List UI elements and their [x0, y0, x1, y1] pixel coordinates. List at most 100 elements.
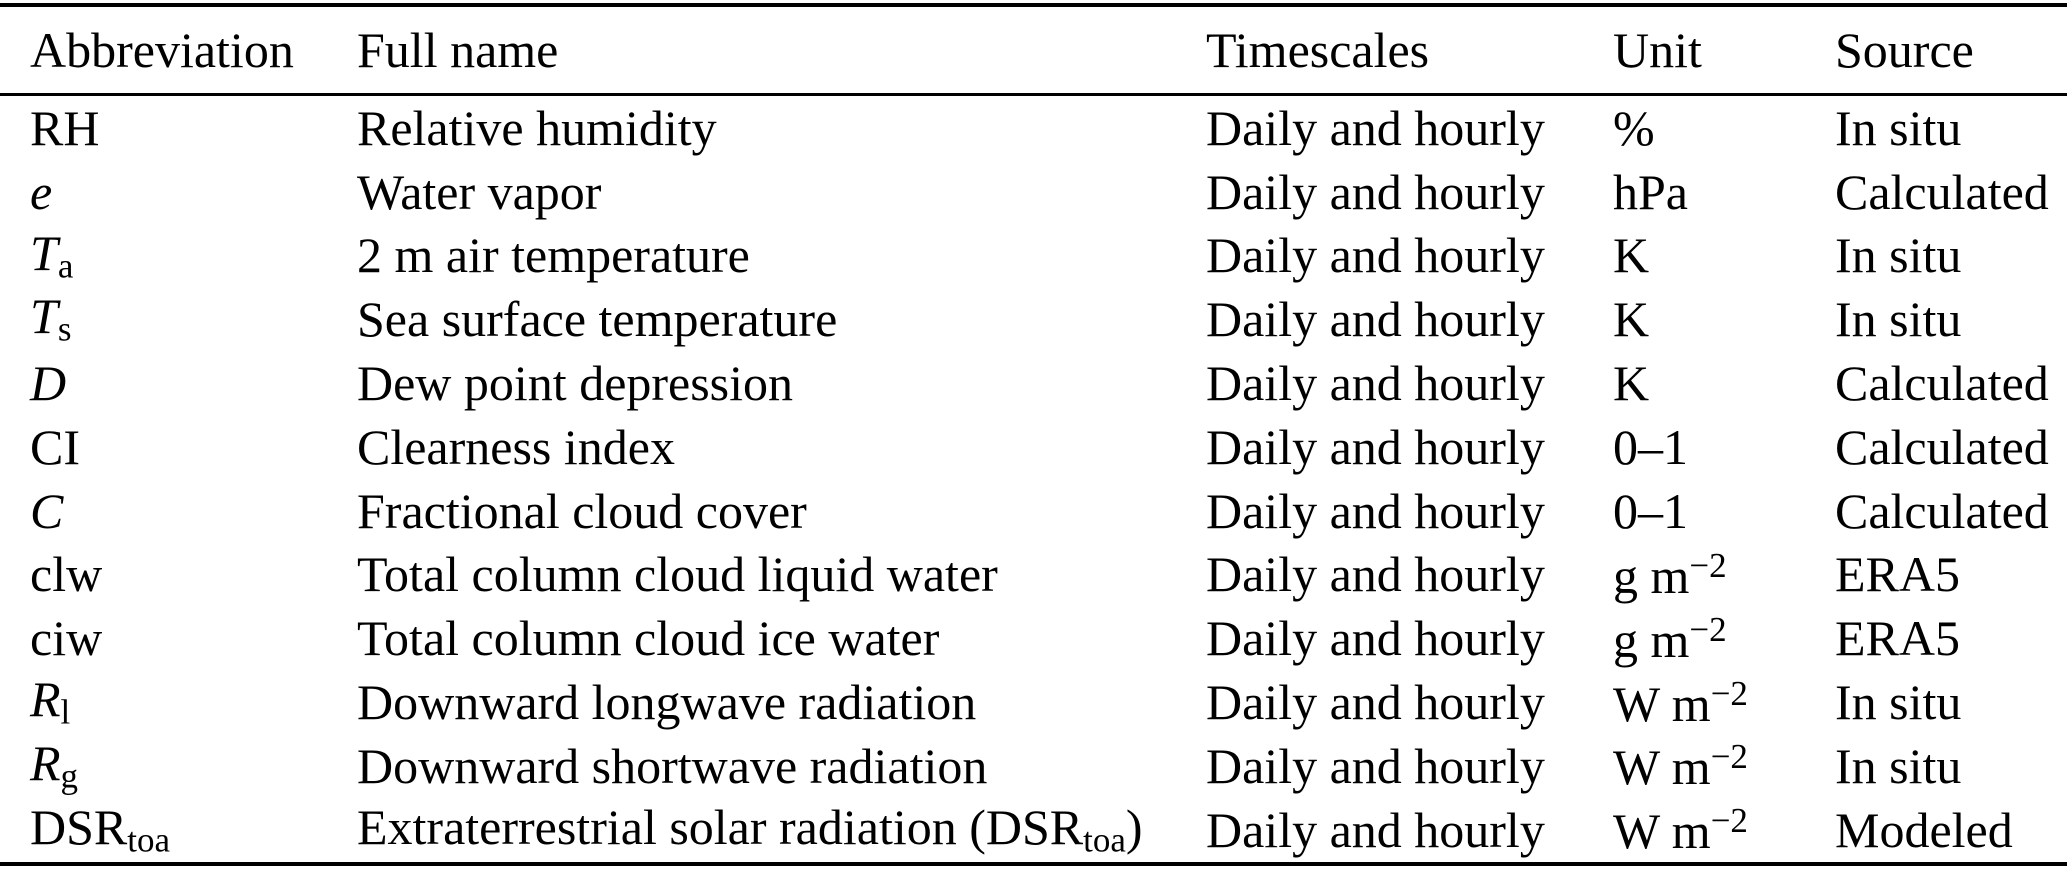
cell-unit: hPa [1613, 160, 1835, 224]
cell-timescales: Daily and hourly [1206, 355, 1545, 412]
cell-full-name: 2 m air temperature [357, 227, 750, 284]
cell-abbreviation: Rl [0, 670, 357, 734]
text-segment: toa [127, 820, 171, 860]
cell-timescales: Daily and hourly [1206, 227, 1545, 284]
text-segment: −2 [1710, 801, 1748, 841]
text-segment: −2 [1710, 673, 1748, 713]
table-row: e Water vapor Daily and hourly hPa Calcu… [0, 160, 2067, 224]
cell-timescales: Daily and hourly [1206, 163, 1545, 220]
text-segment: K [1613, 355, 1650, 412]
cell-unit: 0–1 [1613, 415, 1835, 479]
table-row: clw Total column cloud liquid water Dail… [0, 543, 2067, 607]
cell-unit: K [1613, 287, 1835, 351]
cell-full-name: Downward longwave radiation [357, 674, 977, 731]
text-segment: s [57, 310, 72, 350]
col-header-unit: Unit [1613, 5, 1835, 96]
cell-unit: W m−2 [1613, 798, 1835, 864]
table-row: Ta 2 m air temperature Daily and hourly … [0, 224, 2067, 288]
cell-source: In situ [1835, 291, 1962, 348]
text-segment: % [1613, 99, 1655, 156]
text-segment: ) [1125, 798, 1143, 855]
cell-abbreviation: CI [0, 415, 357, 479]
cell-source: ERA5 [1835, 610, 1960, 667]
cell-abbreviation: clw [0, 543, 357, 607]
text-segment: −2 [1689, 609, 1727, 649]
cell-full-name: Total column cloud liquid water [357, 546, 998, 603]
cell-timescales: Daily and hourly [1206, 801, 1545, 858]
cell-timescales: Daily and hourly [1206, 737, 1545, 794]
cell-timescales: Daily and hourly [1206, 674, 1545, 731]
cell-source: Calculated [1835, 163, 2049, 220]
cell-unit: g m−2 [1613, 543, 1835, 607]
cell-full-name: Relative humidity [357, 99, 717, 156]
cell-source: In situ [1835, 99, 1962, 156]
cell-unit: W m−2 [1613, 734, 1835, 798]
cell-source: Modeled [1835, 801, 2013, 858]
cell-timescales: Daily and hourly [1206, 610, 1545, 667]
cell-abbreviation: D [0, 351, 357, 415]
text-segment: T [30, 224, 58, 281]
text-segment: Extraterrestrial solar radiation (DSR [357, 798, 1084, 855]
cell-full-name: Total column cloud ice water [357, 610, 940, 667]
cell-full-name: Downward shortwave radiation [357, 737, 988, 794]
table-body: RH Relative humidity Daily and hourly % … [0, 95, 2067, 864]
text-segment: RH [30, 99, 100, 156]
col-header-abbreviation: Abbreviation [0, 5, 357, 96]
text-segment: g m [1613, 547, 1690, 604]
cell-unit: W m−2 [1613, 670, 1835, 734]
text-segment: l [60, 692, 71, 732]
cell-full-name: Water vapor [357, 163, 602, 220]
cell-abbreviation: Ts [0, 287, 357, 351]
text-segment: hPa [1613, 163, 1688, 220]
text-segment: W m [1613, 803, 1711, 860]
cell-abbreviation: Rg [0, 734, 357, 798]
text-segment: g [60, 756, 79, 796]
table-row: RH Relative humidity Daily and hourly % … [0, 95, 2067, 160]
cell-full-name: Clearness index [357, 418, 675, 475]
table-row: CI Clearness index Daily and hourly 0–1 … [0, 415, 2067, 479]
cell-timescales: Daily and hourly [1206, 546, 1545, 603]
col-header-source: Source [1835, 5, 2067, 96]
cell-full-name: Extraterrestrial solar radiation (DSRtoa… [357, 798, 1206, 864]
cell-unit: 0–1 [1613, 479, 1835, 543]
text-segment: 0–1 [1613, 482, 1688, 539]
variables-table: Abbreviation Full name Timescales Unit S… [0, 3, 2067, 866]
table-header: Abbreviation Full name Timescales Unit S… [0, 5, 2067, 96]
text-segment: W m [1613, 675, 1711, 732]
cell-abbreviation: e [0, 160, 357, 224]
cell-full-name: Dew point depression [357, 355, 794, 412]
table-row: D Dew point depression Daily and hourly … [0, 351, 2067, 415]
text-segment: D [30, 355, 67, 412]
cell-source: In situ [1835, 674, 1962, 731]
cell-timescales: Daily and hourly [1206, 291, 1545, 348]
text-segment: K [1613, 227, 1650, 284]
text-segment: CI [30, 418, 80, 475]
text-segment: clw [30, 546, 103, 603]
cell-unit: % [1613, 95, 1835, 160]
col-header-timescales: Timescales [1206, 5, 1613, 96]
text-segment: g m [1613, 611, 1690, 668]
cell-timescales: Daily and hourly [1206, 482, 1545, 539]
cell-unit: g m−2 [1613, 606, 1835, 670]
cell-source: In situ [1835, 737, 1962, 794]
cell-full-name: Fractional cloud cover [357, 482, 807, 539]
text-segment: R [30, 671, 61, 728]
cell-abbreviation: DSRtoa [0, 798, 357, 864]
table-row: C Fractional cloud cover Daily and hourl… [0, 479, 2067, 543]
text-segment: toa [1083, 820, 1126, 860]
cell-source: In situ [1835, 227, 1962, 284]
table-row: Ts Sea surface temperature Daily and hou… [0, 287, 2067, 351]
cell-unit: K [1613, 351, 1835, 415]
cell-abbreviation: C [0, 479, 357, 543]
text-segment: −2 [1689, 546, 1727, 586]
cell-abbreviation: RH [0, 95, 357, 160]
text-segment: e [30, 163, 53, 220]
text-segment: DSR [30, 798, 128, 855]
cell-source: Calculated [1835, 355, 2049, 412]
cell-source: Calculated [1835, 418, 2049, 475]
cell-source: ERA5 [1835, 546, 1960, 603]
text-segment: a [57, 246, 74, 286]
col-header-full-name: Full name [357, 5, 1206, 96]
table-row: DSRtoa Extraterrestrial solar radiation … [0, 798, 2067, 864]
cell-timescales: Daily and hourly [1206, 418, 1545, 475]
